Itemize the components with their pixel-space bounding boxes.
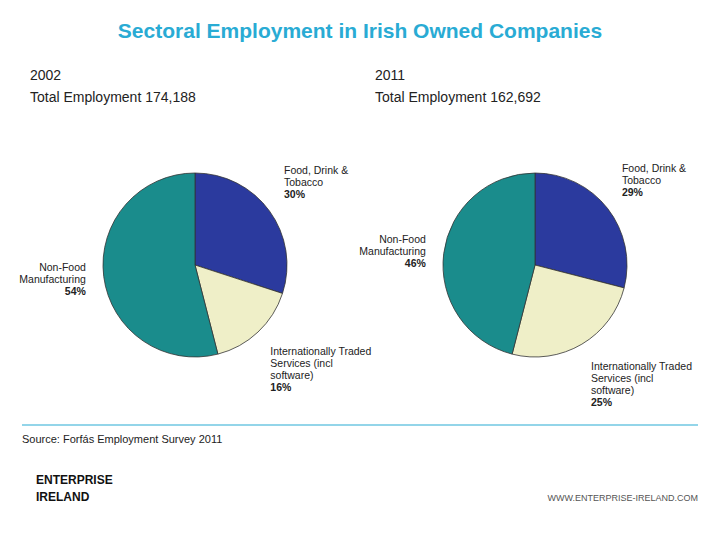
separator — [22, 424, 698, 425]
data-label: 54% — [65, 285, 87, 297]
source: Source: Forfás Employment Survey 2011 — [22, 433, 222, 445]
pie-chart: 2002 Total Employment 174,188 Food, Drink … — [19, 67, 371, 393]
chart-title: 2011 — [375, 67, 405, 83]
slice-label-line: software) — [270, 369, 313, 381]
slice-label-line: Tobacco — [284, 176, 323, 188]
slice-label: Non-FoodManufacturing — [19, 261, 86, 285]
data-label: 30% — [284, 188, 306, 200]
footer-url: WWW.ENTERPRISE-IRELAND.COM — [547, 493, 698, 503]
slice-label-line: Non-Food — [379, 233, 426, 245]
pie-slice — [103, 173, 218, 357]
chart-subtitle: Total Employment 174,188 — [30, 89, 196, 105]
slice-label: Non-FoodManufacturing — [359, 233, 426, 257]
data-label: 25% — [591, 396, 613, 408]
slice-label: Food, Drink &Tobacco — [622, 162, 686, 186]
slice-label-line: Services (incl — [591, 372, 653, 384]
chart-subtitle: Total Employment 162,692 — [375, 89, 541, 105]
data-label: 29% — [622, 186, 644, 198]
slice-label: Internationally TradedServices (inclsoft… — [591, 360, 692, 396]
slice-label-line: Services (incl — [270, 357, 332, 369]
footer-brand: IRELAND — [36, 490, 90, 504]
title: Sectoral Employment in Irish Owned Compa… — [118, 19, 602, 42]
pie-slice — [443, 173, 535, 354]
data-label: 46% — [405, 257, 427, 269]
slice-label-line: Internationally Traded — [270, 345, 371, 357]
slice-label-line: Non-Food — [39, 261, 86, 273]
slice-label-line: Food, Drink & — [622, 162, 686, 174]
labels: Food, Drink &Tobacco30% Internationally T… — [19, 164, 371, 393]
background — [0, 0, 720, 540]
slice-label-line: Food, Drink & — [284, 164, 348, 176]
slices — [443, 173, 627, 357]
footer-brand: ENTERPRISE — [36, 473, 113, 487]
chart: Sectoral Employment in Irish Owned Compa… — [0, 0, 720, 540]
chart-title: 2002 — [30, 67, 61, 83]
slice-label: Food, Drink &Tobacco — [284, 164, 348, 188]
slice-label-line: Manufacturing — [359, 245, 426, 257]
slice-label-line: Manufacturing — [19, 273, 86, 285]
slice-label-line: Internationally Traded — [591, 360, 692, 372]
slice-label: Internationally TradedServices (inclsoft… — [270, 345, 371, 381]
slice-label-line: Tobacco — [622, 174, 661, 186]
pie-chart: 2011 Total Employment 162,692 Food, Drink … — [359, 67, 692, 408]
labels: Food, Drink &Tobacco29% Internationally T… — [359, 162, 692, 408]
slice-label-line: software) — [591, 384, 634, 396]
slices — [103, 173, 287, 357]
data-label: 16% — [270, 381, 292, 393]
